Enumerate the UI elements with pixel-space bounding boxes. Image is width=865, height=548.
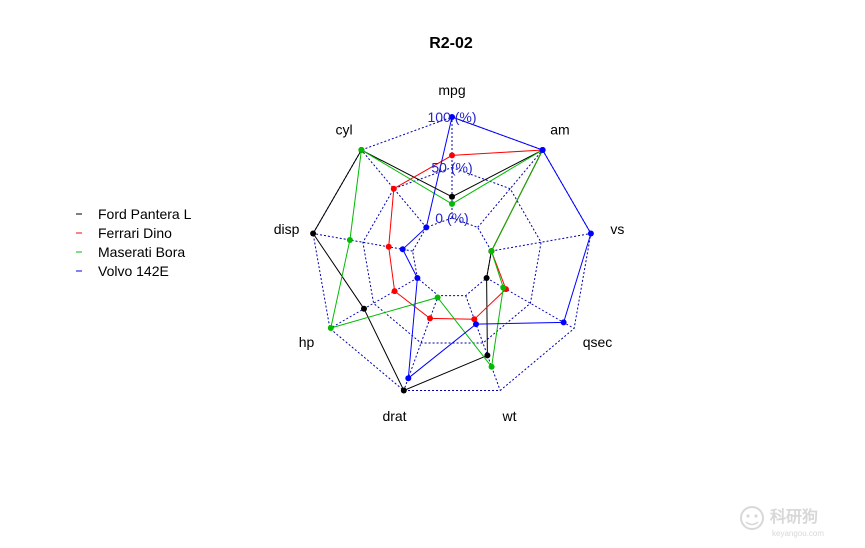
series-line (330, 148, 544, 369)
grid-spoke (313, 233, 413, 252)
series-point (434, 294, 441, 301)
level-label: 100 (%) (427, 109, 476, 125)
series-point (399, 246, 406, 253)
series-point (539, 147, 546, 153)
axis-label: hp (299, 334, 315, 350)
grid-spoke (360, 149, 427, 228)
series-point (385, 243, 392, 250)
series-point (473, 321, 479, 328)
series-point (471, 316, 478, 323)
series-point (400, 387, 407, 394)
grid-spoke (491, 233, 591, 252)
axis-label: am (550, 121, 569, 137)
axis-label: vs (610, 221, 624, 237)
series-point (484, 352, 491, 359)
series-point (483, 275, 490, 281)
series-line (402, 116, 592, 380)
series-point (449, 200, 455, 207)
axis-label: mpg (438, 82, 465, 98)
legend-label: Volvo 142E (98, 263, 169, 279)
series-point (500, 284, 507, 291)
series-point (587, 230, 594, 237)
series-layer (310, 114, 594, 394)
watermark-sub: keyangou.com (772, 529, 824, 538)
series-point (310, 230, 317, 237)
dog-logo-icon (740, 506, 764, 530)
axis-label: cyl (335, 121, 352, 137)
series-point (327, 325, 334, 331)
axis-label: wt (502, 408, 517, 424)
grid-spoke (465, 295, 501, 391)
series-point (449, 193, 455, 200)
watermark-text: 科研狗 (770, 507, 818, 526)
grid-spoke (477, 149, 544, 228)
series-point (449, 152, 455, 159)
axis-label: qsec (583, 334, 613, 350)
level-label: 50 (%) (431, 160, 472, 176)
series-point (390, 185, 397, 192)
legend-label: Ford Pantera L (98, 206, 192, 222)
series-point (346, 237, 353, 243)
grid-spoke (403, 295, 439, 391)
axis-label: drat (382, 408, 406, 424)
series-point (391, 288, 398, 295)
series-line (312, 148, 544, 392)
axis-labels: mpg am vs qsec wt drat hp disp cyl (274, 82, 625, 424)
series-point (414, 275, 421, 281)
series-group (310, 147, 546, 394)
series-group (399, 114, 594, 382)
legend-label: Maserati Bora (98, 244, 185, 260)
series-point (361, 305, 367, 312)
watermark: 科研狗 keyangou.com (740, 506, 824, 538)
series-point (405, 375, 412, 382)
series-point (488, 363, 495, 370)
legend-label: Ferrari Dino (98, 225, 172, 241)
level-label: 0 (%) (435, 210, 468, 226)
series-point (358, 147, 365, 153)
legend: Ford Pantera L Ferrari Dino Maserati Bora V… (76, 206, 192, 279)
series-group (327, 147, 546, 370)
series-point (560, 319, 567, 326)
grid-ring-1 (362, 166, 542, 344)
grid-spoke (329, 277, 418, 329)
series-point (423, 224, 430, 231)
level-labels: 0 (%) 50 (%) 100 (%) (427, 109, 476, 226)
series-point (449, 114, 455, 120)
axis-label: disp (274, 221, 300, 237)
series-point (488, 248, 495, 255)
chart-title: R2-02 (429, 35, 473, 52)
series-point (427, 315, 433, 322)
grid-ring-0 (412, 217, 492, 297)
